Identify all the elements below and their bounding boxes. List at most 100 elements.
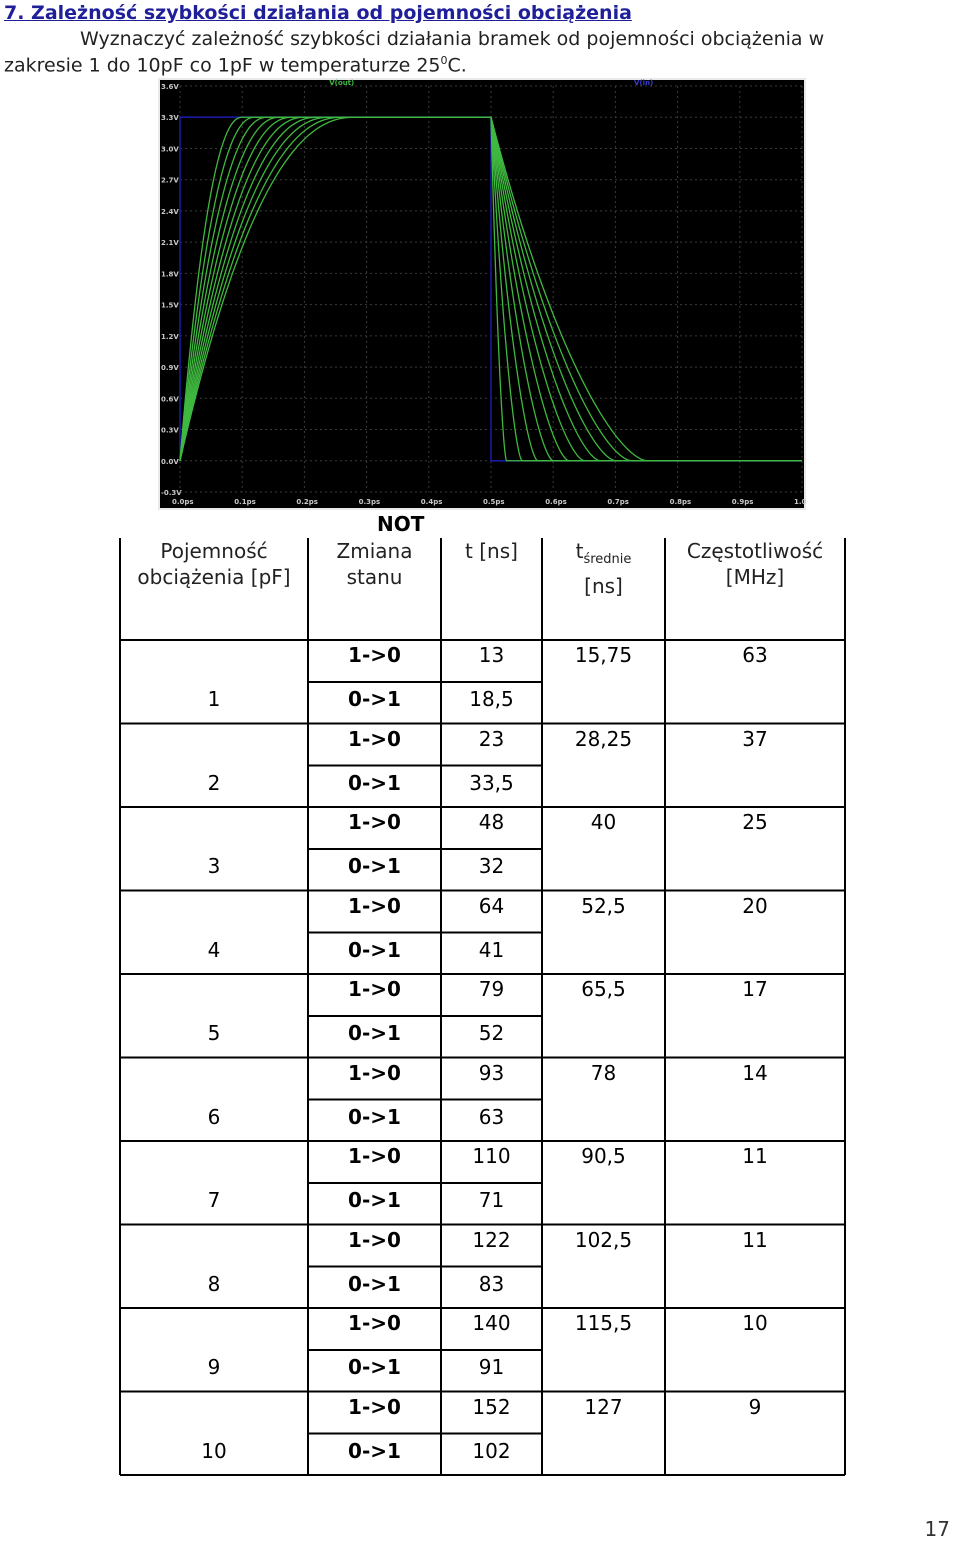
time-rise: 33,5 bbox=[469, 770, 514, 795]
header-t-average: tśrednie [ns] bbox=[542, 538, 665, 599]
x-tick-label: 0.1ps bbox=[234, 498, 256, 506]
time-fall: 79 bbox=[478, 977, 505, 1001]
state-change-fall: 1->0 bbox=[348, 1227, 401, 1252]
x-tick-label: 0.3ps bbox=[359, 498, 381, 506]
y-tick-label: 0.9V bbox=[161, 364, 179, 372]
average-time: 40 bbox=[590, 810, 617, 834]
x-tick-label: 1.0ps bbox=[794, 498, 806, 506]
time-rise: 71 bbox=[478, 1188, 505, 1212]
state-change-fall: 1->0 bbox=[348, 977, 401, 1001]
y-tick-label: 0.6V bbox=[161, 395, 179, 403]
oscilloscope-chart: 3.6V 3.3V 3.0V 2.7V 2.4V 2.1V 1.8V 1.5V 1.2V 0.9V… bbox=[158, 78, 806, 510]
state-change-rise: 0->1 bbox=[348, 854, 401, 878]
capacitance-value: 5 bbox=[207, 1021, 221, 1045]
average-time: 90,5 bbox=[581, 1144, 626, 1168]
state-change-fall: 1->0 bbox=[348, 810, 401, 834]
state-change-rise: 0->1 bbox=[348, 1355, 401, 1379]
state-change-rise: 0->1 bbox=[348, 1438, 401, 1463]
capacitance-value: 10 bbox=[201, 1438, 227, 1463]
x-tick-label: 0.8ps bbox=[670, 498, 692, 506]
average-time: 65,5 bbox=[581, 977, 626, 1001]
intro-line-2: zakresie 1 do 10pF co 1pF w temperaturze… bbox=[4, 54, 467, 76]
x-tick-label: 0.4ps bbox=[421, 498, 443, 506]
frequency-value: 11 bbox=[742, 1144, 768, 1168]
capacitance-value: 6 bbox=[207, 1104, 221, 1129]
time-rise: 83 bbox=[478, 1271, 505, 1296]
y-tick-label: 2.4V bbox=[161, 208, 179, 216]
state-change-rise: 0->1 bbox=[348, 1104, 401, 1129]
state-change-rise: 0->1 bbox=[348, 1188, 401, 1212]
state-change-fall: 1->0 bbox=[348, 643, 401, 667]
frequency-value: 10 bbox=[742, 1311, 768, 1335]
average-time: 15,75 bbox=[574, 643, 633, 667]
x-tick-label: 0.6ps bbox=[545, 498, 567, 506]
time-rise: 41 bbox=[478, 937, 505, 962]
legend-vin: V(in) bbox=[634, 79, 653, 87]
time-fall: 48 bbox=[478, 810, 505, 834]
intro-line-2-unit: C. bbox=[447, 54, 467, 77]
header-capacitance-line2: obciążenia [pF] bbox=[137, 565, 291, 589]
header-t-label: t [ns] bbox=[465, 539, 518, 563]
x-tick-label: 0.2ps bbox=[296, 498, 318, 506]
time-fall: 64 bbox=[478, 893, 505, 918]
state-change-fall: 1->0 bbox=[348, 1394, 401, 1419]
time-rise: 102 bbox=[472, 1438, 511, 1463]
average-time: 78 bbox=[590, 1060, 617, 1085]
capacitance-value: 8 bbox=[207, 1271, 221, 1296]
header-state-change-line1: Zmiana bbox=[336, 539, 413, 563]
capacitance-value: 2 bbox=[207, 770, 221, 795]
header-t-average-sub: średnie bbox=[583, 552, 632, 567]
header-capacitance-line1: Pojemność bbox=[160, 539, 268, 563]
header-frequency-line2: [MHz] bbox=[725, 565, 785, 589]
y-tick-label: 0.3V bbox=[161, 427, 179, 435]
legend-vout: V(out) bbox=[329, 79, 354, 87]
average-time: 127 bbox=[584, 1394, 623, 1419]
header-t-average-line1: tśrednie bbox=[542, 538, 665, 573]
state-change-rise: 0->1 bbox=[348, 1271, 401, 1296]
y-tick-label: 3.6V bbox=[161, 83, 179, 91]
header-capacitance: Pojemność obciążenia [pF] bbox=[120, 538, 308, 590]
y-tick-label: 2.7V bbox=[161, 177, 179, 185]
average-time: 28,25 bbox=[574, 726, 633, 751]
average-time: 52,5 bbox=[581, 893, 626, 918]
time-rise: 18,5 bbox=[469, 687, 514, 711]
y-tick-label: 1.2V bbox=[161, 333, 179, 341]
x-tick-label: 0.9ps bbox=[732, 498, 754, 506]
state-change-rise: 0->1 bbox=[348, 1021, 401, 1045]
time-rise: 32 bbox=[478, 854, 505, 878]
x-tick-label: 0.7ps bbox=[607, 498, 629, 506]
chart-background bbox=[160, 80, 804, 508]
output-trace bbox=[179, 116, 802, 462]
capacitance-value: 1 bbox=[207, 687, 221, 711]
time-fall: 110 bbox=[472, 1144, 511, 1168]
frequency-value: 20 bbox=[742, 893, 768, 918]
average-time: 115,5 bbox=[574, 1311, 633, 1335]
state-change-rise: 0->1 bbox=[348, 937, 401, 962]
header-state-change-line2: stanu bbox=[346, 565, 403, 589]
header-state-change: Zmiana stanu bbox=[308, 538, 441, 590]
time-fall: 122 bbox=[472, 1227, 511, 1252]
table-title: NOT bbox=[377, 512, 425, 536]
intro-line-2-text: zakresie 1 do 10pF co 1pF w temperaturze… bbox=[4, 54, 441, 77]
time-fall: 13 bbox=[478, 643, 505, 667]
frequency-value: 37 bbox=[742, 726, 768, 751]
time-fall: 140 bbox=[472, 1311, 511, 1335]
header-t-average-main: t bbox=[575, 539, 584, 563]
state-change-fall: 1->0 bbox=[348, 1311, 401, 1335]
intro-line-1: Wyznaczyć zależność szybkości działania … bbox=[80, 28, 825, 50]
x-tick-label: 0.5ps bbox=[483, 498, 505, 506]
state-change-fall: 1->0 bbox=[348, 1144, 401, 1168]
y-tick-label: 3.3V bbox=[161, 114, 179, 122]
section-heading: 7. Zależność szybkości działania od poje… bbox=[4, 2, 632, 24]
capacitance-value: 3 bbox=[207, 854, 221, 878]
frequency-value: 9 bbox=[748, 1394, 762, 1419]
header-t-average-unit: [ns] bbox=[584, 574, 623, 598]
state-change-rise: 0->1 bbox=[348, 770, 401, 795]
average-time: 102,5 bbox=[574, 1227, 633, 1252]
y-tick-label: 2.1V bbox=[161, 239, 179, 247]
state-change-fall: 1->0 bbox=[348, 1060, 401, 1085]
page-number: 17 bbox=[924, 1517, 950, 1541]
time-fall: 23 bbox=[478, 726, 505, 751]
frequency-value: 25 bbox=[742, 810, 768, 834]
